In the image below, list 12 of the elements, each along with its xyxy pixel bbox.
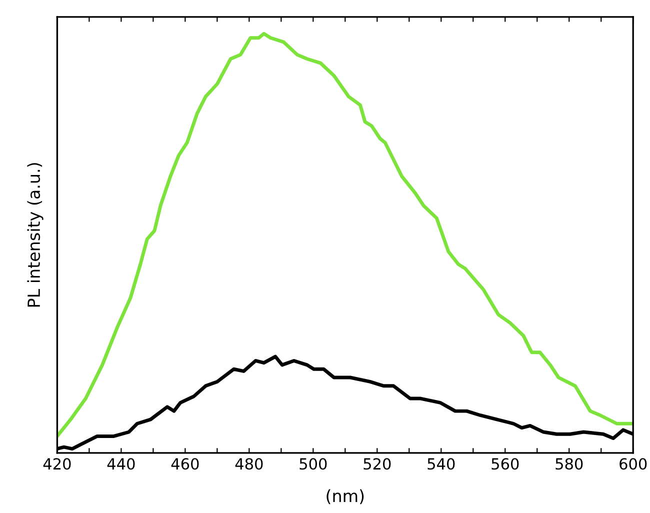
x-tick-label: 460 [171, 458, 199, 470]
x-tick-label: 600 [620, 458, 647, 470]
x-axis-title: (nm) [326, 489, 364, 504]
x-tick-label: 500 [300, 458, 327, 470]
x-tick-label: 520 [364, 458, 391, 470]
y-axis-title: PL intensity (a.u.) [27, 163, 44, 307]
x-tick-label: 440 [107, 458, 135, 470]
x-tick-label: 580 [556, 458, 583, 470]
x-tick-label: 420 [43, 458, 71, 470]
x-tick-label: 560 [492, 458, 519, 470]
x-tick-label: 540 [428, 458, 455, 470]
x-tick-label: 480 [235, 458, 263, 470]
